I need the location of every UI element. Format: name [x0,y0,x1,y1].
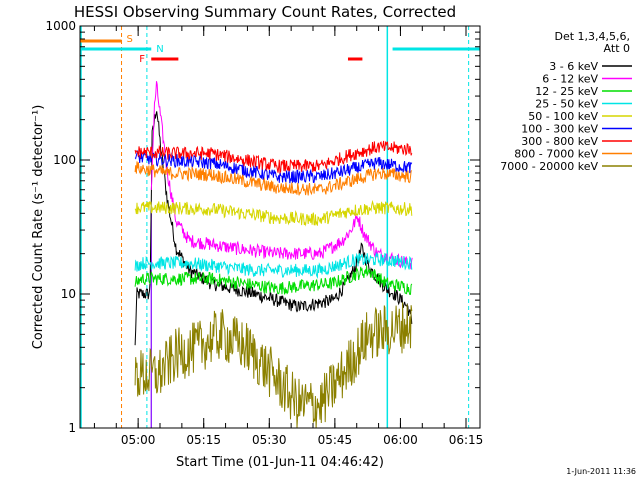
legend-entry-label: 50 - 100 keV [528,110,598,123]
series-line-3 [134,251,413,280]
y-tick-label: 1 [68,421,76,435]
y-tick-label: 100 [53,153,76,167]
flare-flag-label: F [139,54,145,65]
series-group [134,81,413,429]
x-tick-label: 05:00 [121,433,156,447]
y-axis: 1 10 100 1000 [45,19,480,435]
series-line-1 [150,81,413,270]
legend-entry-label: 800 - 7000 keV [514,148,598,161]
y-tick-label: 10 [61,287,76,301]
legend-entry-label: 7000 - 20000 keV [500,160,598,173]
series-line-8 [134,302,413,429]
plot-frame [79,25,481,429]
y-axis-label: Corrected Count Rate (s⁻¹ detector⁻¹) [31,105,46,350]
legend-entry-label: 300 - 800 keV [521,135,598,148]
x-axis-label: Start Time (01-Jun-11 04:46:42) [176,455,384,470]
legend-entry-label: 6 - 12 keV [542,73,598,86]
legend-header-line2: Att 0 [604,42,630,55]
x-tick-label: 06:00 [383,433,418,447]
flag-lines: S NF [80,26,480,428]
x-tick-label: 06:15 [449,433,484,447]
x-tick-label: 05:15 [186,433,221,447]
footer-timestamp: 1-Jun-2011 11:36 [566,467,636,476]
series-line-4 [134,199,413,227]
legend-entry-label: 25 - 50 keV [535,98,598,111]
y-tick-label: 1000 [45,19,76,33]
series-line-6 [134,140,413,175]
chart-title: HESSI Observing Summary Count Rates, Cor… [74,3,456,21]
series-line-2 [134,265,413,295]
night-flag-label: N [156,44,163,55]
legend-entry-label: 3 - 6 keV [549,60,598,73]
series-line-5 [134,149,413,184]
legend-entry-label: 12 - 25 keV [535,85,598,98]
legend-entry-label: 100 - 300 keV [521,123,598,136]
x-tick-label: 05:30 [252,433,287,447]
x-axis: 05:00 05:15 05:30 05:45 06:00 06:15 [93,26,484,447]
saa-flag-label: S [127,34,133,45]
legend-header-line1: Det 1,3,4,5,6, [554,30,630,43]
series-line-0 [134,111,413,346]
series-line-7 [134,161,413,196]
x-tick-label: 05:45 [318,433,353,447]
